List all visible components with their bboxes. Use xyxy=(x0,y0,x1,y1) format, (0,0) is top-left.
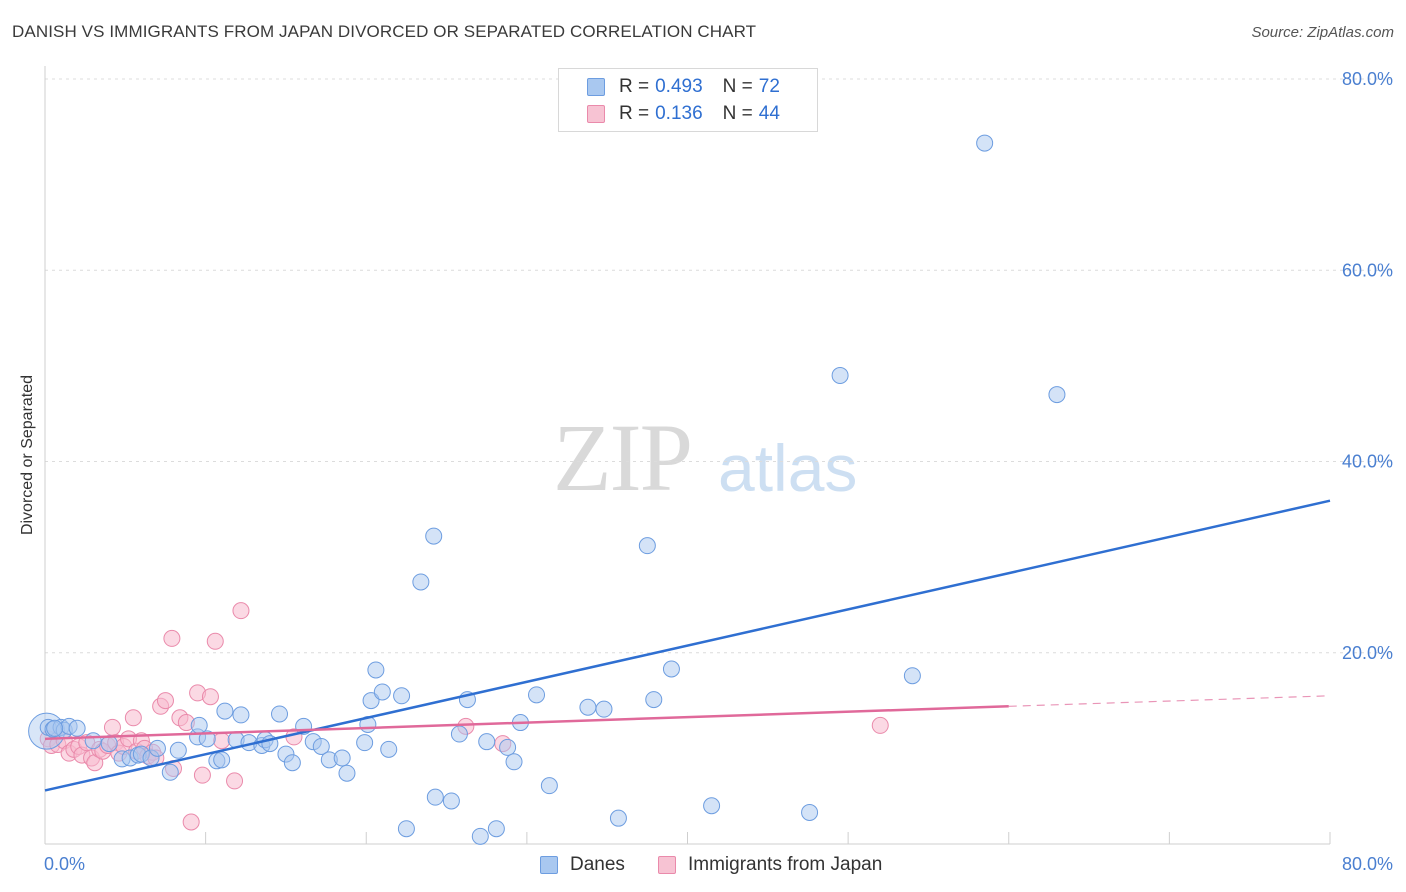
correlation-legend: R = 0.493 N = 72 R = 0.136 N = 44 xyxy=(558,68,818,132)
danes-point xyxy=(216,702,234,720)
legend-r-value-japan: 0.136 xyxy=(655,103,703,124)
watermark-zip: ZIP xyxy=(553,404,693,511)
legend-r-label: R = xyxy=(619,103,650,124)
chart-title: DANISH VS IMMIGRANTS FROM JAPAN DIVORCED… xyxy=(12,22,757,41)
bottom-legend-danes: Danes xyxy=(540,852,625,878)
danes-point xyxy=(478,733,496,751)
bottom-legend-japan: Immigrants from Japan xyxy=(658,852,882,878)
danes-point xyxy=(68,719,86,737)
danes-point xyxy=(362,692,380,710)
japan-point xyxy=(206,632,224,650)
danes-point xyxy=(161,763,179,781)
japan-point xyxy=(182,813,200,831)
legend-row-japan: R = 0.136 N = 44 xyxy=(587,101,780,127)
japan-point xyxy=(156,692,174,710)
danes-legend-swatch xyxy=(540,856,558,874)
danes-point xyxy=(442,792,460,810)
danes-legend-label: Danes xyxy=(570,854,625,875)
y-tick-label: 60.0% xyxy=(1342,260,1393,280)
danes-point xyxy=(976,134,994,152)
tick-labels: 20.0% 40.0% 60.0% 80.0% 0.0% 80.0% xyxy=(44,69,1393,874)
japan-points xyxy=(39,602,889,831)
danes-point xyxy=(801,803,819,821)
y-tick-label: 80.0% xyxy=(1342,69,1393,89)
danes-point xyxy=(380,740,398,758)
legend-n-label: N = xyxy=(722,103,753,124)
japan-point xyxy=(163,629,181,647)
legend-r-value-danes: 0.493 xyxy=(655,76,703,97)
x-tick-label: 0.0% xyxy=(44,854,85,874)
danes-point xyxy=(638,537,656,555)
trend-lines xyxy=(44,499,1331,792)
danes-point xyxy=(487,820,505,838)
japan-point xyxy=(193,766,211,784)
legend-r-label: R = xyxy=(619,76,650,97)
danes-point xyxy=(397,820,415,838)
danes-point xyxy=(46,719,64,737)
japan-point xyxy=(124,709,142,727)
danes-point xyxy=(499,738,517,756)
japan-trend-extension xyxy=(1008,695,1331,707)
source-credit: Source: ZipAtlas.com xyxy=(1251,24,1394,41)
legend-n-label: N = xyxy=(722,76,753,97)
axes xyxy=(44,66,1331,845)
danes-point xyxy=(312,737,330,755)
danes-point xyxy=(425,527,443,545)
danes-point xyxy=(198,730,216,748)
y-tick-label: 40.0% xyxy=(1342,452,1393,472)
danes-point xyxy=(333,749,351,767)
danes-point xyxy=(412,573,430,591)
danes-point xyxy=(505,753,523,771)
danes-point xyxy=(426,788,444,806)
legend-row-danes: R = 0.493 N = 72 xyxy=(587,74,780,100)
danes-points xyxy=(28,134,1066,845)
danes-trend-line xyxy=(44,499,1331,792)
japan-point xyxy=(213,732,231,750)
japan-swatch xyxy=(587,105,605,123)
japan-point xyxy=(232,602,250,620)
danes-point xyxy=(338,764,356,782)
grid-lines xyxy=(45,78,1392,654)
danes-point xyxy=(169,741,187,759)
danes-point xyxy=(367,661,385,679)
danes-point xyxy=(213,751,231,769)
danes-point xyxy=(148,739,166,757)
legend-n-value-japan: 44 xyxy=(758,103,780,124)
japan-legend-label: Immigrants from Japan xyxy=(688,854,883,875)
watermark-atlas: atlas xyxy=(718,431,858,505)
danes-point xyxy=(450,725,468,743)
legend-n-value-danes: 72 xyxy=(758,76,780,97)
japan-trend-line xyxy=(44,705,1009,741)
danes-point xyxy=(356,734,374,752)
danes-point xyxy=(903,667,921,685)
danes-point xyxy=(528,686,546,704)
danes-point xyxy=(831,366,849,384)
danes-point xyxy=(579,698,597,716)
danes-swatch xyxy=(587,78,605,96)
danes-point xyxy=(662,660,680,678)
danes-point xyxy=(283,754,301,772)
danes-point xyxy=(232,706,250,724)
danes-point xyxy=(595,700,613,718)
x-tick-label: 80.0% xyxy=(1342,854,1393,874)
danes-point xyxy=(373,683,391,701)
danes-point xyxy=(703,797,721,815)
danes-point xyxy=(540,777,558,795)
y-tick-label: 20.0% xyxy=(1342,643,1393,663)
japan-point xyxy=(226,772,244,790)
danes-point xyxy=(393,687,411,705)
japan-point xyxy=(871,716,889,734)
danes-point xyxy=(271,705,289,723)
danes-point xyxy=(471,827,489,845)
japan-point xyxy=(103,718,121,736)
japan-point xyxy=(201,688,219,706)
danes-point xyxy=(609,809,627,827)
danes-point xyxy=(645,691,663,709)
japan-legend-swatch xyxy=(658,856,676,874)
danes-point xyxy=(1048,386,1066,404)
danes-point xyxy=(84,732,102,750)
